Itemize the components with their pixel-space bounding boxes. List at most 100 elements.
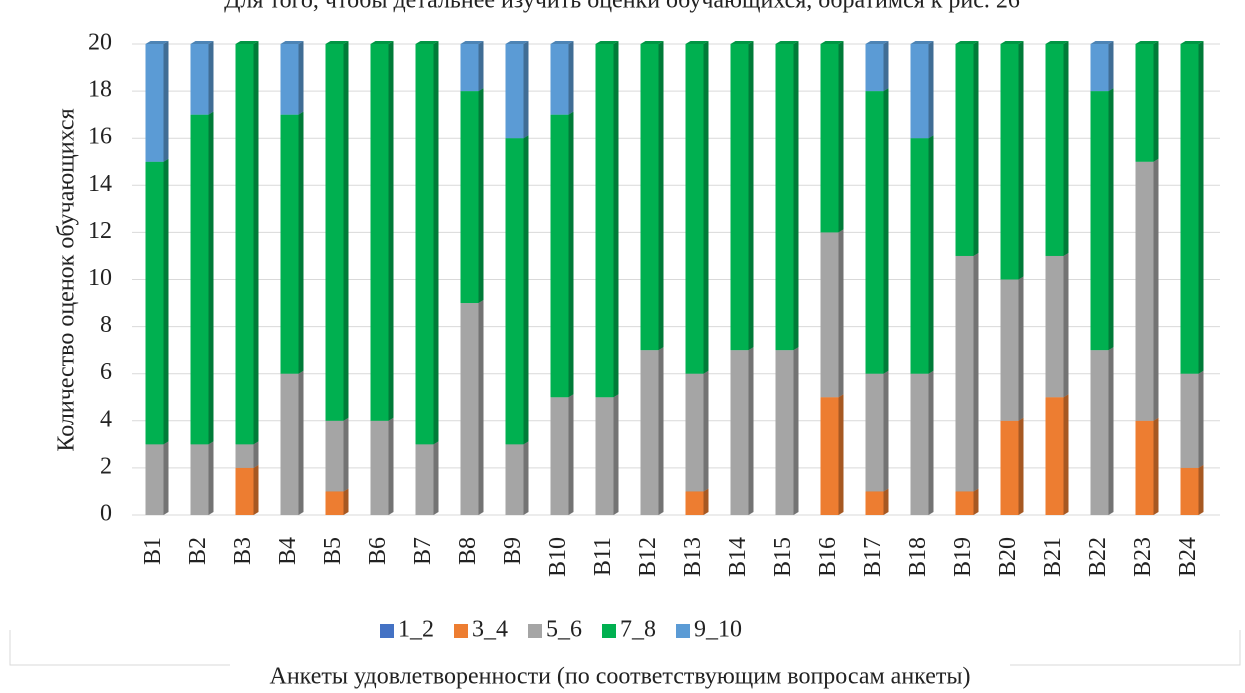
bar-side [1108,41,1114,92]
x-tick-label: В3 [230,537,256,565]
bar [685,373,704,492]
bar-top [865,41,889,44]
bar-side [343,41,349,421]
bar-side [298,41,304,115]
bar-top [1045,41,1069,44]
x-tick-label: В19 [950,537,976,577]
bar [280,44,299,115]
x-tick-label: В14 [725,537,751,577]
bar-top [325,41,349,44]
y-tick-label: 12 [88,218,112,244]
bar [730,44,749,351]
bar-side [928,135,934,374]
bar-side [973,41,979,256]
bar-side [253,41,259,445]
bar [145,44,164,162]
bar [415,44,434,445]
bar-top [685,41,709,44]
y-tick-label: 4 [100,406,112,432]
bar-side [703,488,709,515]
bar-side [613,41,619,398]
bar [640,350,659,515]
bar-side [253,464,259,515]
bar [640,44,659,351]
bar-side [1198,464,1204,515]
bar-top [280,41,304,44]
legend-label: 3_4 [472,617,508,643]
legend-swatch [602,624,616,638]
x-tick-label: В4 [275,537,301,565]
bar-side [793,41,799,351]
bar-top [640,41,664,44]
x-tick-label: В15 [770,537,796,577]
bar [1090,44,1109,92]
bar-top [145,41,169,44]
bar [1045,44,1064,256]
bar-top [910,41,934,44]
bar-side [478,300,484,515]
x-tick-label: В22 [1085,537,1111,577]
bar-side [523,441,529,515]
bar [685,44,704,374]
bar [1135,420,1154,515]
bar-side [523,135,529,445]
bar [280,114,299,374]
bar [190,44,209,115]
bar-side [568,41,574,115]
bar-side [1018,417,1024,515]
x-tick-label: В13 [680,537,706,577]
y-tick-label: 2 [100,453,112,479]
bar-side [478,41,484,92]
bar-side [1108,347,1114,515]
bar-side [703,41,709,374]
bar [910,373,929,515]
bar-top [235,41,259,44]
y-axis-label: Количество оценок обучающихся [54,108,80,451]
x-tick-label: В21 [1040,537,1066,577]
bar-top [820,41,844,44]
bar [460,303,479,515]
bar-side [1153,41,1159,162]
bar [685,491,704,515]
bar-side [748,347,754,515]
bar [280,373,299,515]
x-tick-label: В9 [500,537,526,565]
bar [1000,279,1019,421]
bar-side [973,252,979,492]
bar [955,44,974,256]
legend-swatch [528,624,542,638]
bar-side [838,229,844,398]
bar-side [523,41,529,139]
bar-side [838,394,844,515]
bar-side [883,370,889,492]
bar-side [1198,41,1204,374]
bar-top [190,41,214,44]
bar [775,44,794,351]
x-tick-label: В11 [590,537,616,576]
bar [955,491,974,515]
bar [1045,397,1064,515]
bar [190,114,209,445]
bar [460,44,479,92]
bar [550,44,569,115]
bar-top [370,41,394,44]
bar-top [775,41,799,44]
legend-label: 9_10 [694,617,742,643]
bar [730,350,749,515]
y-tick-label: 16 [88,124,112,150]
bar [1135,161,1154,421]
bar [1180,467,1199,515]
bar-side [658,347,664,515]
bar [865,91,884,374]
bar-side [343,417,349,492]
bar-side [1108,88,1114,351]
bar [145,161,164,445]
bar-side [883,41,889,92]
x-tick-label: В10 [545,537,571,577]
bar-side [838,41,844,233]
x-tick-label: В2 [185,537,211,565]
x-tick-label: В16 [815,537,841,577]
bar-top [460,41,484,44]
y-tick-label: 14 [88,171,112,197]
